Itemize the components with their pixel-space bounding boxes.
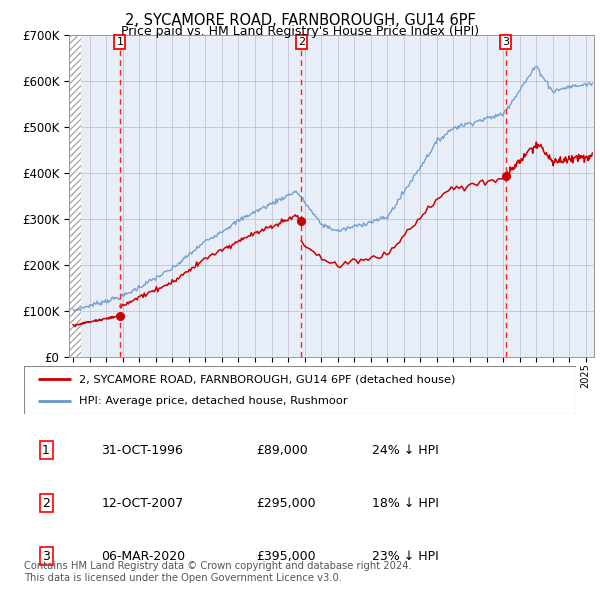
Text: 3: 3 <box>502 37 509 47</box>
Text: 18% ↓ HPI: 18% ↓ HPI <box>372 497 439 510</box>
Text: Price paid vs. HM Land Registry's House Price Index (HPI): Price paid vs. HM Land Registry's House … <box>121 25 479 38</box>
Text: 23% ↓ HPI: 23% ↓ HPI <box>372 550 439 563</box>
Text: 2, SYCAMORE ROAD, FARNBOROUGH, GU14 6PF (detached house): 2, SYCAMORE ROAD, FARNBOROUGH, GU14 6PF … <box>79 374 455 384</box>
Text: 2: 2 <box>298 37 305 47</box>
Text: HPI: Average price, detached house, Rushmoor: HPI: Average price, detached house, Rush… <box>79 396 348 406</box>
Text: 1: 1 <box>42 444 50 457</box>
FancyBboxPatch shape <box>24 366 576 414</box>
Text: £395,000: £395,000 <box>256 550 316 563</box>
Text: £295,000: £295,000 <box>256 497 316 510</box>
Text: 1: 1 <box>116 37 124 47</box>
Text: £89,000: £89,000 <box>256 444 308 457</box>
Text: 2: 2 <box>42 497 50 510</box>
Text: 31-OCT-1996: 31-OCT-1996 <box>101 444 183 457</box>
Text: 06-MAR-2020: 06-MAR-2020 <box>101 550 185 563</box>
Text: 24% ↓ HPI: 24% ↓ HPI <box>372 444 439 457</box>
Text: 2, SYCAMORE ROAD, FARNBOROUGH, GU14 6PF: 2, SYCAMORE ROAD, FARNBOROUGH, GU14 6PF <box>125 13 475 28</box>
Text: 12-OCT-2007: 12-OCT-2007 <box>101 497 184 510</box>
Text: 3: 3 <box>42 550 50 563</box>
Text: Contains HM Land Registry data © Crown copyright and database right 2024.
This d: Contains HM Land Registry data © Crown c… <box>24 561 412 583</box>
